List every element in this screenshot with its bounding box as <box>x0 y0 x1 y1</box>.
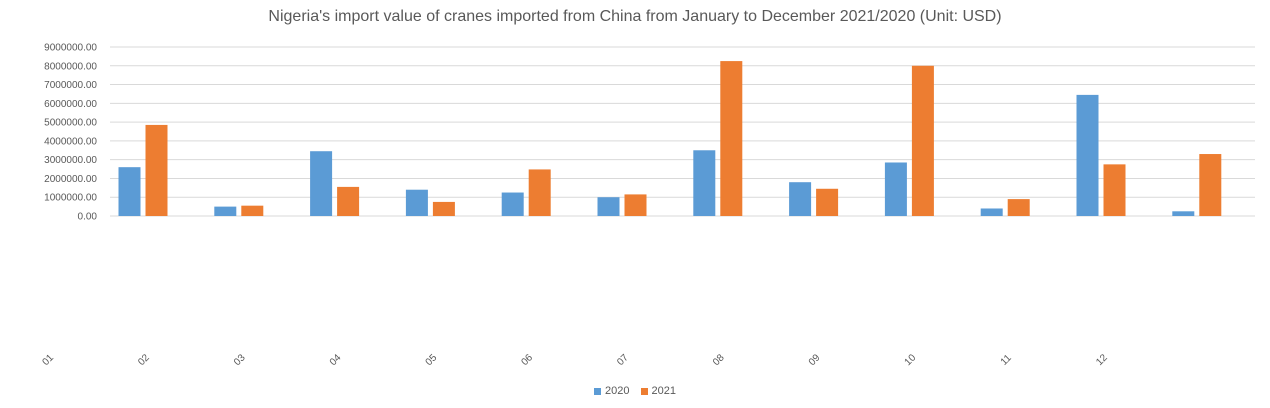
bar-2020-09 <box>884 162 907 216</box>
gridlines <box>110 46 1255 217</box>
y-tick-label: 5000000.00 <box>44 118 97 129</box>
x-tick-label: 02 <box>136 352 152 368</box>
bar-2021-05 <box>528 169 551 216</box>
bar-2020-11 <box>1076 94 1099 216</box>
y-tick-label: 3000000.00 <box>44 155 97 166</box>
x-tick-label: 10 <box>903 352 919 368</box>
bar-2021-08 <box>816 188 839 216</box>
bar-2021-04 <box>432 201 455 216</box>
y-tick-label: 4000000.00 <box>44 136 97 147</box>
bar-2020-06 <box>597 197 620 216</box>
bar-2020-08 <box>789 182 812 216</box>
bar-2021-10 <box>1007 199 1030 216</box>
x-tick-label: 01 <box>40 352 56 368</box>
legend-swatch-2020 <box>593 387 601 395</box>
y-tick-label: 9000000.00 <box>44 43 97 54</box>
x-tick-label: 11 <box>999 352 1014 367</box>
bar-2021-12 <box>1199 154 1222 216</box>
legend-item-2020: 2020 <box>593 385 630 397</box>
y-tick-label: 7000000.00 <box>44 80 97 91</box>
bar-2021-09 <box>911 65 934 217</box>
bar-2021-02 <box>241 205 264 216</box>
x-axis-ticks: 01 02 03 04 05 06 07 08 09 10 11 12 <box>40 352 1110 368</box>
bar-2020-10 <box>980 208 1003 216</box>
x-tick-label: 08 <box>711 352 727 368</box>
bar-2021-11 <box>1103 164 1126 216</box>
bar-2020-12 <box>1172 211 1195 216</box>
legend-swatch-2021 <box>640 387 648 395</box>
bar-2020-04 <box>405 189 428 216</box>
bar-2021-03 <box>337 186 360 216</box>
bar-2020-02 <box>214 206 237 216</box>
y-tick-label: 6000000.00 <box>44 99 97 110</box>
legend-label-2020: 2020 <box>604 385 630 397</box>
x-tick-label: 05 <box>424 352 440 368</box>
x-tick-label: 04 <box>328 352 344 368</box>
bar-2020-01 <box>118 167 141 216</box>
x-tick-label: 12 <box>1094 352 1110 368</box>
x-tick-label: 03 <box>232 352 248 368</box>
y-tick-label: 0.00 <box>78 212 98 223</box>
y-tick-label: 8000000.00 <box>44 61 97 72</box>
bar-2020-05 <box>501 192 524 216</box>
y-axis-ticks: 0.00 1000000.00 2000000.00 3000000.00 400000… <box>44 43 97 223</box>
y-tick-label: 2000000.00 <box>44 174 97 185</box>
bar-2021-06 <box>624 194 647 216</box>
x-tick-label: 07 <box>615 352 631 368</box>
bar-2021-01 <box>145 124 168 216</box>
x-tick-label: 06 <box>519 352 535 368</box>
bar-2021-07 <box>720 61 743 217</box>
legend-item-2021: 2021 <box>640 385 677 397</box>
bars <box>118 61 1222 217</box>
chart-title: Nigeria's import value of cranes importe… <box>268 8 1002 25</box>
legend-label-2021: 2021 <box>651 385 677 397</box>
legend: 2020 2021 <box>0 385 1270 397</box>
bar-2020-07 <box>693 150 716 216</box>
bar-2020-03 <box>310 151 333 216</box>
y-tick-label: 1000000.00 <box>44 193 97 204</box>
x-tick-label: 09 <box>807 352 823 368</box>
